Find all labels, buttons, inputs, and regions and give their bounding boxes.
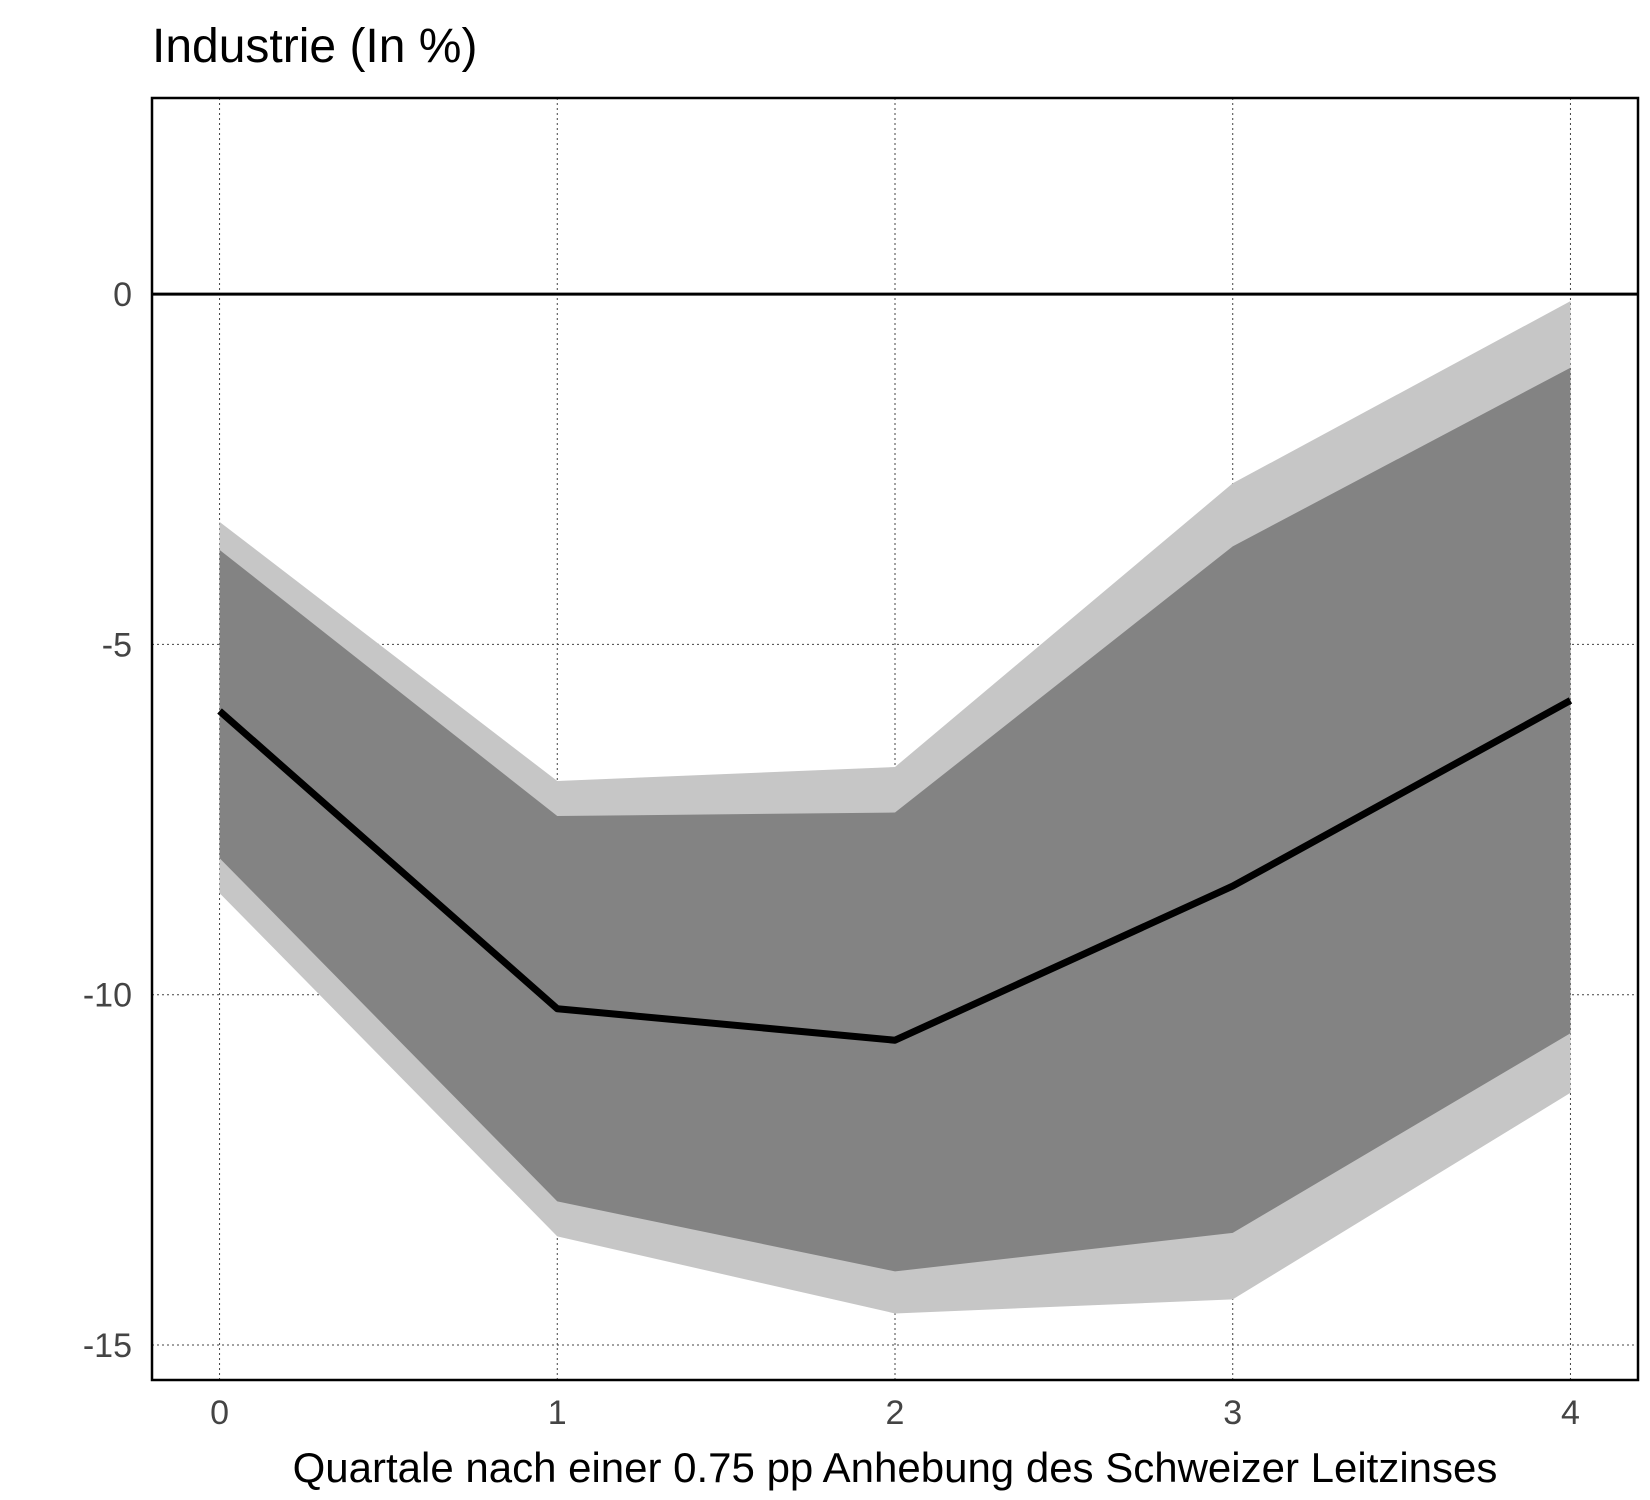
x-tick-label: 2 [886,1394,905,1432]
x-tick-label: 3 [1223,1394,1242,1432]
x-tick-label: 1 [548,1394,567,1432]
inner-band [219,367,1571,1272]
chart-title: Industrie (In %) [152,20,477,73]
series-lines [152,292,1638,1044]
plot-frame [150,96,1640,1382]
y-tick-label: -5 [102,626,132,664]
median-line [217,697,1573,1044]
y-tick-label: 0 [113,276,132,314]
x-axis-label: Quartale nach einer 0.75 pp Anhebung des… [293,1444,1498,1491]
axis-ticks: 0 1 2 3 4 0 -5 -10 -15 [83,276,1580,1432]
x-tick-label: 0 [210,1394,229,1432]
x-tick-label: 4 [1561,1394,1580,1432]
y-tick-label: -15 [83,1327,132,1365]
y-tick-label: -10 [83,977,132,1015]
confidence-bands [219,301,1571,1314]
